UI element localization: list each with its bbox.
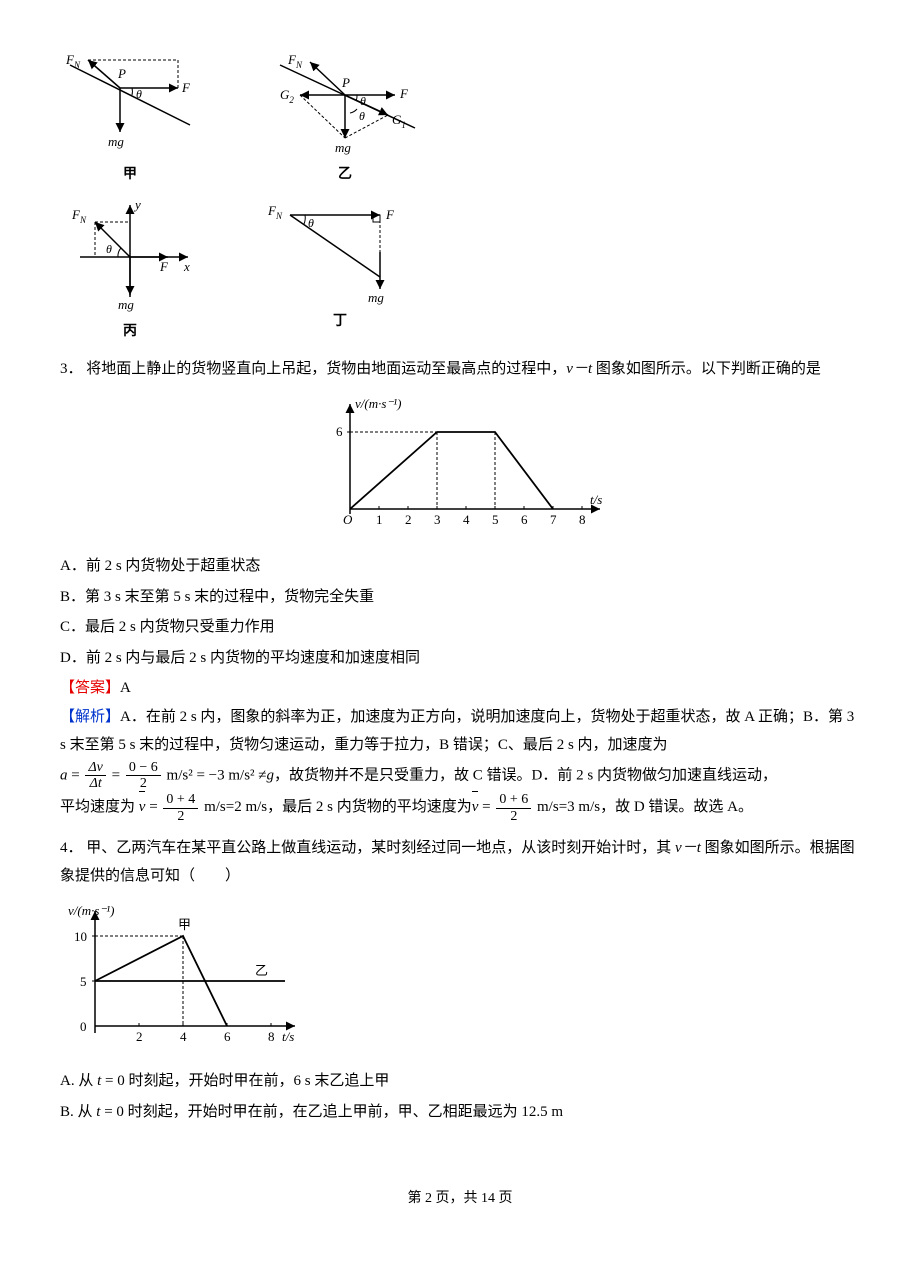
q4-stem: 4． 甲、乙两汽车在某平直公路上做直线运动，某时刻经过同一地点，从该时刻开始计时… (60, 834, 860, 891)
svg-text:t/s: t/s (282, 1029, 294, 1044)
svg-text:F: F (399, 86, 409, 101)
diagram-bing-svg: y x FN θ F mg (60, 197, 200, 317)
svg-text:θ: θ (359, 109, 365, 123)
svg-text:θ: θ (136, 87, 142, 101)
q3-answer-line: 【答案】A (60, 674, 860, 703)
q3-chart-wrap: v/(m·s⁻¹) t/s 6 O 1 2 3 4 5 6 7 8 (60, 394, 860, 545)
svg-text:FN: FN (287, 52, 303, 70)
q4-optA: A. 从 t = 0 时刻起，开始时甲在前，6 s 末乙追上甲 (60, 1067, 860, 1096)
svg-text:5: 5 (492, 512, 499, 527)
svg-text:v/(m·s⁻¹): v/(m·s⁻¹) (68, 903, 115, 918)
svg-text:8: 8 (579, 512, 586, 527)
q3-text1: 将地面上静止的货物竖直向上吊起，货物由地面运动至最高点的过程中， (86, 361, 566, 377)
svg-text:4: 4 (463, 512, 470, 527)
svg-text:mg: mg (335, 140, 351, 155)
q3-optD: D．前 2 s 内与最后 2 s 内货物的平均速度和加速度相同 (60, 644, 860, 673)
svg-text:2: 2 (405, 512, 412, 527)
q3-explain-C2: ，故货物并不是只受重力，故 C 错误。D．前 2 s 内货物做匀加速直线运动， (274, 767, 777, 783)
q4-number: 4． (60, 840, 83, 856)
svg-text:F: F (385, 207, 395, 222)
svg-text:O: O (343, 512, 353, 527)
svg-text:1: 1 (376, 512, 383, 527)
q3-chart: v/(m·s⁻¹) t/s 6 O 1 2 3 4 5 6 7 8 (310, 394, 610, 534)
svg-text:G2: G2 (280, 87, 294, 105)
diagram-jia: P FN F θ mg 甲 (60, 50, 200, 189)
q3-text2: 图象如图所示。以下判断正确的是 (592, 361, 821, 377)
svg-text:FN: FN (65, 52, 81, 70)
explain-label: 【解析】 (60, 709, 120, 725)
diagram-jia-svg: P FN F θ mg (60, 50, 200, 160)
diagram-ding-svg: FN θ F mg (260, 197, 420, 307)
svg-text:θ: θ (106, 242, 112, 256)
svg-text:F: F (159, 259, 169, 274)
q3-optC: C．最后 2 s 内货物只受重力作用 (60, 613, 860, 642)
svg-text:3: 3 (434, 512, 441, 527)
q4-optB: B. 从 t = 0 时刻起，开始时甲在前，在乙追上甲前，甲、乙相距最远为 12… (60, 1098, 860, 1127)
q3-stem: 3． 将地面上静止的货物竖直向上吊起，货物由地面运动至最高点的过程中，v－t 图… (60, 355, 860, 384)
svg-text:FN: FN (71, 207, 87, 225)
svg-text:y: y (133, 197, 141, 212)
svg-text:6: 6 (336, 424, 343, 439)
q3-explain: 【解析】A．在前 2 s 内，图象的斜率为正，加速度为正方向，说明加速度向上，货… (60, 703, 860, 760)
q3-answer: A (120, 680, 131, 696)
diagram-yi-label: 乙 (260, 162, 430, 189)
diagram-jia-label: 甲 (60, 162, 200, 189)
svg-text:t/s: t/s (590, 492, 602, 507)
svg-text:θ: θ (360, 94, 366, 108)
svg-text:mg: mg (108, 134, 124, 149)
q4-chart-wrap: v/(m·s⁻¹) t/s 0 5 10 2 4 6 8 甲 乙 (60, 901, 860, 1062)
q3-formula-line2: 平均速度为 v = 0 + 42 m/s=2 m/s，最后 2 s 内货物的平均… (60, 791, 860, 823)
diagram-ding-label: 丁 (260, 309, 420, 336)
svg-text:θ: θ (308, 216, 314, 230)
q3-optA: A．前 2 s 内货物处于超重状态 (60, 552, 860, 581)
svg-text:mg: mg (368, 290, 384, 305)
svg-text:6: 6 (224, 1029, 231, 1044)
page-footer: 第 2 页，共 14 页 (60, 1186, 860, 1213)
q4-chart: v/(m·s⁻¹) t/s 0 5 10 2 4 6 8 甲 乙 (60, 901, 310, 1051)
q3-optB: B．第 3 s 末至第 5 s 末的过程中，货物完全失重 (60, 583, 860, 612)
diagram-yi-svg: P FN G2 F θ θ G1 mg (260, 50, 430, 160)
svg-text:乙: 乙 (255, 963, 268, 978)
svg-text:FN: FN (267, 203, 283, 221)
answer-label: 【答案】 (60, 680, 120, 696)
svg-text:8: 8 (268, 1029, 275, 1044)
q4-text1: 甲、乙两汽车在某平直公路上做直线运动，某时刻经过同一地点，从该时刻开始计时，其 (86, 840, 675, 856)
svg-text:F: F (181, 80, 191, 95)
svg-text:4: 4 (180, 1029, 187, 1044)
svg-text:v/(m·s⁻¹): v/(m·s⁻¹) (355, 396, 402, 411)
svg-text:0: 0 (80, 1019, 87, 1034)
svg-text:mg: mg (118, 297, 134, 312)
svg-text:10: 10 (74, 929, 87, 944)
diagram-bing-label: 丙 (60, 319, 200, 346)
diagram-row-2: y x FN θ F mg 丙 FN (60, 197, 860, 346)
diagram-yi: P FN G2 F θ θ G1 mg 乙 (260, 50, 430, 189)
diagram-row-1: P FN F θ mg 甲 P FN (60, 50, 860, 189)
svg-text:甲: 甲 (178, 917, 191, 932)
diagram-ding: FN θ F mg 丁 (260, 197, 420, 346)
q3-vt: v－t (566, 361, 592, 377)
svg-text:x: x (183, 259, 190, 274)
label-P: P (117, 66, 126, 81)
svg-text:2: 2 (136, 1029, 143, 1044)
svg-text:7: 7 (550, 512, 557, 527)
q3-number: 3． (60, 361, 83, 377)
q3-explain-A: A．在前 2 s 内，图象的斜率为正，加速度为正方向，说明加速度向上，货物处于超… (60, 709, 854, 754)
q4-vt: v－t (675, 840, 701, 856)
svg-text:5: 5 (80, 974, 87, 989)
q3-formula-line1: a = ΔvΔt = 0 − 62 m/s² = −3 m/s² ≠g，故货物并… (60, 760, 860, 792)
diagram-bing: y x FN θ F mg 丙 (60, 197, 200, 346)
svg-text:P: P (341, 75, 350, 90)
svg-text:G1: G1 (392, 112, 406, 130)
svg-text:6: 6 (521, 512, 528, 527)
